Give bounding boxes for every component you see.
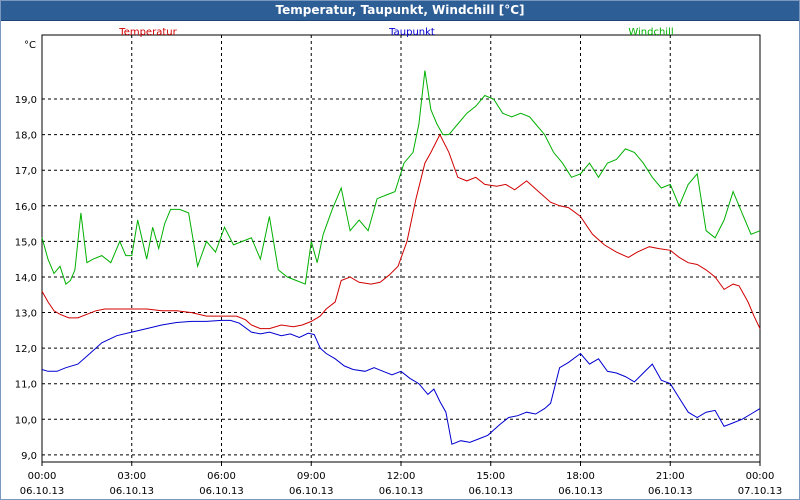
x-tick-time: 00:00: [746, 471, 775, 482]
y-tick-label: 11,0: [15, 380, 37, 391]
x-tick-time: 21:00: [656, 471, 685, 482]
x-tick-time: 00:00: [28, 471, 57, 482]
series-line-windchill: [41, 70, 761, 285]
series-line-temperatur: [41, 133, 761, 330]
x-tick-date: 06.10.13: [648, 486, 693, 497]
x-tick-time: 09:00: [297, 471, 326, 482]
x-tick-date: 06.10.13: [379, 486, 424, 497]
chart-legend: Temperatur Taupunkt Windchill: [118, 27, 673, 38]
y-tick-label: 19,0: [15, 95, 37, 106]
plot-area-border: [41, 34, 761, 463]
chart-title: Temperatur, Taupunkt, Windchill [°C]: [1, 1, 799, 21]
chart-series: [41, 70, 761, 445]
x-tick-date: 06.10.13: [289, 486, 334, 497]
y-tick-label: 15,0: [15, 237, 37, 248]
x-tick-date: 06.10.13: [20, 486, 65, 497]
x-tick-date: 06.10.13: [109, 486, 154, 497]
y-tick-label: 16,0: [15, 202, 37, 213]
x-tick-date: 07.10.13: [738, 486, 783, 497]
y-tick-label: 13,0: [15, 309, 37, 320]
x-tick-time: 03:00: [117, 471, 146, 482]
x-tick-date: 06.10.13: [468, 486, 513, 497]
x-tick-date: 06.10.13: [558, 486, 603, 497]
y-tick-label: 10,0: [15, 415, 37, 426]
y-tick-label: 14,0: [15, 273, 37, 284]
x-tick-time: 15:00: [476, 471, 505, 482]
y-tick-label: 9,0: [21, 451, 37, 462]
x-tick-time: 06:00: [207, 471, 236, 482]
y-tick-label: 18,0: [15, 131, 37, 142]
legend-item-taupunkt: Taupunkt: [388, 27, 435, 38]
y-tick-label: 12,0: [15, 344, 37, 355]
chart-grid: [41, 35, 761, 466]
legend-item-temperatur: Temperatur: [118, 27, 177, 38]
axis-tick-labels: 19,0 18,0 17,0 16,0 15,0 14,0 13,0 12,0 11,0 10,0…: [15, 95, 783, 497]
y-tick-label: 17,0: [15, 166, 37, 177]
x-tick-date: 06.10.13: [199, 486, 244, 497]
series-line-taupunkt: [41, 319, 761, 445]
legend-item-windchill: Windchill: [628, 27, 673, 38]
y-axis-unit-label: °C: [24, 40, 36, 51]
x-tick-time: 12:00: [387, 471, 416, 482]
x-tick-time: 18:00: [566, 471, 595, 482]
